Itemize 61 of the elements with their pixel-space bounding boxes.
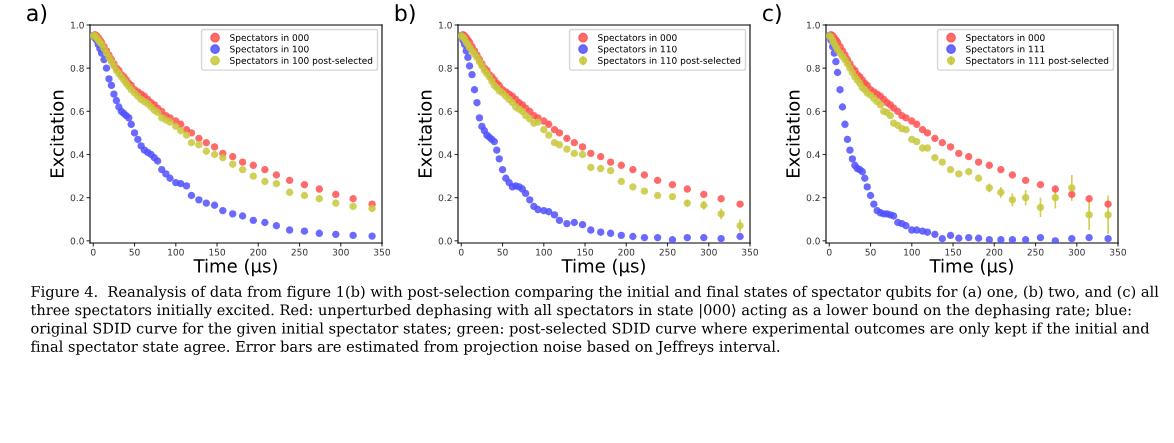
x-tick-label: 50 [129,248,140,256]
x-tick-label: 250 [659,248,676,256]
x-tick-label: 0 [459,248,464,256]
x-tick-label: 0 [827,248,832,256]
y-tick-label: 0.2 [806,194,820,202]
x-tick-label: 350 [374,248,391,256]
x-tick-label: 50 [865,248,876,256]
x-axis-title: Time (µs) [929,258,1013,277]
y-tick-label: 1.0 [439,21,452,29]
y-tick-label: 0.4 [438,151,452,159]
chart-title: b) [395,4,415,24]
x-tick-label: 200 [618,248,635,256]
x-tick-label: 250 [291,248,308,256]
x-tick-label: 300 [700,248,717,256]
x-tick-label: 350 [742,248,759,256]
x-tick-label: 300 [332,248,349,256]
y-tick-label: 0.8 [438,64,452,72]
x-tick-label: 0 [91,248,96,256]
y-tick-label: 0.6 [806,108,820,115]
x-tick-label: 150 [945,248,962,256]
legend-label: Spectators in 110 post-selected [598,56,741,66]
x-tick-label: 150 [577,248,594,256]
x-tick-label: 350 [1110,248,1127,256]
x-tick-label: 200 [250,248,267,256]
x-tick-label: 100 [536,248,552,256]
y-tick-label: 0.2 [438,194,452,202]
y-tick-label: 0.6 [438,108,452,115]
x-axis-title: Time (µs) [193,258,277,277]
x-tick-label: 100 [168,248,184,256]
y-tick-label: 1.0 [71,21,84,29]
y-axis-title: Excitation [417,90,432,177]
x-tick-label: 300 [1068,248,1085,256]
y-tick-label: 0.0 [70,237,84,245]
caption: Figure 4. Reanalysis of data from figure 1(b) with post-selection comparing the initial and final states of spectator qubits for (a) one, (b) two, and (c) all three spectators initially excited. Red: unperturbed dephasing with all spectators in state |000⟩ acting as a lower bound on the dephasing rate; blue: original SDID curve for the given initial spectator states; green: post-selected SDID curve where experimental outcomes are only kept if the initial and final spectator state agree. Error bars are estimated from projection noise based on Jeffreys interval. [30,285,1159,355]
y-tick-label: 0.2 [70,194,84,202]
y-tick-label: 0.0 [806,237,820,245]
y-tick-label: 1.0 [807,21,820,29]
y-axis-title: Excitation [49,90,64,177]
legend-label: Spectators in 000 [598,34,677,43]
legend-label: Spectators in 111 [966,45,1045,55]
legend-label: Spectators in 000 [966,34,1045,43]
y-tick-label: 0.0 [438,237,452,245]
x-tick-label: 150 [209,248,226,256]
legend-label: Spectators in 100 post-selected [230,56,373,66]
x-tick-label: 50 [497,248,508,256]
chart-title: a) [27,4,47,24]
legend-label: Spectators in 100 [230,45,309,55]
chart-title: c) [762,4,781,24]
y-tick-label: 0.6 [70,108,84,115]
y-axis-title: Excitation [785,90,800,177]
legend-label: Spectators in 110 [598,45,677,55]
y-tick-label: 0.8 [806,64,820,72]
y-tick-label: 0.4 [806,151,820,159]
legend-label: Spectators in 000 [230,34,309,43]
y-tick-label: 0.4 [70,151,84,159]
x-tick-label: 250 [1027,248,1044,256]
x-tick-label: 200 [986,248,1003,256]
legend-label: Spectators in 111 post-selected [966,56,1109,66]
y-tick-label: 0.8 [70,64,84,72]
x-axis-title: Time (µs) [561,258,645,277]
x-tick-label: 100 [904,248,920,256]
